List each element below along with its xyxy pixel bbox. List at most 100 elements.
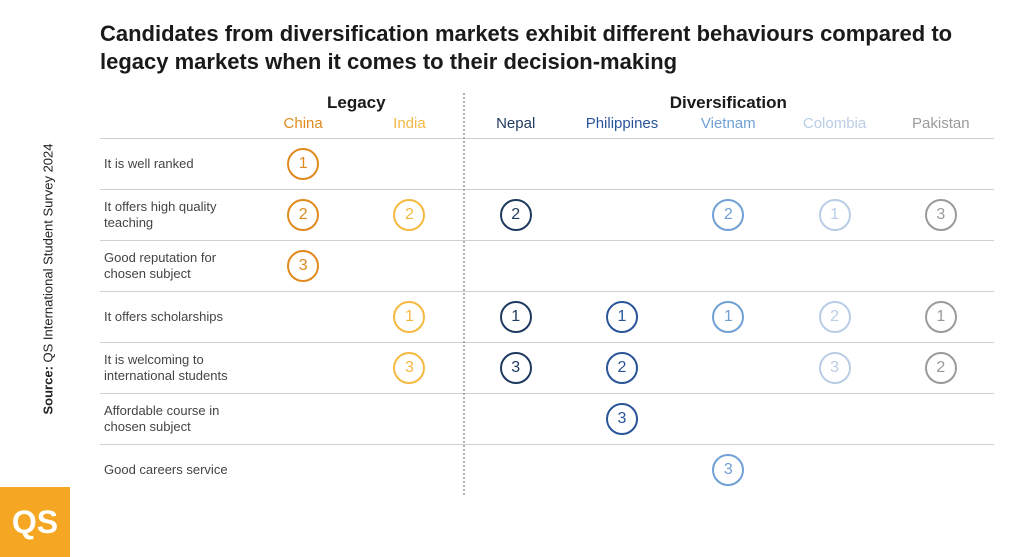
table-cell: 2 (463, 190, 569, 240)
table-row: It is welcoming to international student… (100, 342, 994, 393)
table-cell (781, 445, 887, 495)
row-label: It offers high quality teaching (100, 193, 250, 236)
table-cell (463, 445, 569, 495)
table-cell (675, 241, 781, 291)
rank-badge: 2 (712, 199, 744, 231)
table-cell (888, 139, 994, 189)
table-cell (356, 394, 462, 444)
rank-badge: 1 (606, 301, 638, 333)
table-row: Affordable course in chosen subject 3 (100, 393, 994, 444)
main-content: Candidates from diversification markets … (100, 20, 994, 495)
table-cell (250, 292, 356, 342)
table-cell: 1 (356, 292, 462, 342)
table-cell (250, 343, 356, 393)
country-label: Nepal (463, 115, 569, 138)
rank-badge: 2 (287, 199, 319, 231)
country-label: Philippines (569, 115, 675, 138)
table-cell: 1 (781, 190, 887, 240)
table-cell (250, 394, 356, 444)
row-label: It offers scholarships (100, 303, 250, 331)
rank-badge: 1 (819, 199, 851, 231)
table-cell: 3 (250, 241, 356, 291)
table-row: It offers high quality teaching 2 2 2 2 1 3 (100, 189, 994, 240)
rank-badge: 2 (819, 301, 851, 333)
table-row: Good reputation for chosen subject 3 (100, 240, 994, 291)
rank-badge: 3 (712, 454, 744, 486)
rank-badge: 1 (393, 301, 425, 333)
table-cell (781, 241, 887, 291)
table-cell (675, 139, 781, 189)
qs-logo: QS (0, 487, 70, 557)
group-divider (463, 93, 465, 495)
rank-badge: 2 (925, 352, 957, 384)
rank-badge: 1 (712, 301, 744, 333)
table-cell: 2 (781, 292, 887, 342)
rank-badge: 3 (287, 250, 319, 282)
rank-badge: 2 (500, 199, 532, 231)
country-label: Colombia (781, 115, 887, 138)
table-cell (250, 445, 356, 495)
table-cell (781, 394, 887, 444)
table-cell (675, 394, 781, 444)
table-cell: 2 (675, 190, 781, 240)
table-cell: 3 (888, 190, 994, 240)
rank-badge: 1 (500, 301, 532, 333)
table-cell: 3 (675, 445, 781, 495)
table-cell (888, 241, 994, 291)
table-cell (569, 445, 675, 495)
table-cell (569, 241, 675, 291)
table-row: It is well ranked 1 (100, 138, 994, 189)
table-cell: 1 (675, 292, 781, 342)
group-header-row: LegacyDiversification (100, 93, 994, 115)
table-cell (888, 445, 994, 495)
table-cell (463, 139, 569, 189)
rank-badge: 2 (393, 199, 425, 231)
source-text: QS International Student Survey 2024 (41, 143, 56, 362)
rank-badge: 3 (393, 352, 425, 384)
rank-badge: 1 (287, 148, 319, 180)
row-label: It is well ranked (100, 150, 250, 178)
rank-badge: 2 (606, 352, 638, 384)
table-cell: 1 (569, 292, 675, 342)
table-cell: 3 (569, 394, 675, 444)
table-cell (356, 139, 462, 189)
table-row: Good careers service 3 (100, 444, 994, 495)
table-cell (356, 445, 462, 495)
table-cell (463, 394, 569, 444)
row-label: Affordable course in chosen subject (100, 397, 250, 440)
source-citation: Source: QS International Student Survey … (41, 129, 56, 429)
chart-title: Candidates from diversification markets … (100, 20, 994, 75)
rank-badge: 3 (500, 352, 532, 384)
country-label: Pakistan (888, 115, 994, 138)
table-cell: 3 (356, 343, 462, 393)
table-cell (569, 190, 675, 240)
rank-badge: 3 (819, 352, 851, 384)
table-cell (675, 343, 781, 393)
group-label: Legacy (250, 93, 463, 115)
table-cell (888, 394, 994, 444)
rank-badge: 1 (925, 301, 957, 333)
table-cell: 3 (463, 343, 569, 393)
group-label: Diversification (463, 93, 994, 115)
row-label: It is welcoming to international student… (100, 346, 250, 389)
table-cell (356, 241, 462, 291)
source-prefix: Source: (41, 362, 56, 414)
table-cell: 1 (250, 139, 356, 189)
table-cell: 2 (250, 190, 356, 240)
country-label: India (356, 115, 462, 138)
table-cell (781, 139, 887, 189)
table-cell (569, 139, 675, 189)
ranking-table: LegacyDiversificationChinaIndiaNepalPhil… (100, 93, 994, 495)
table-cell: 1 (463, 292, 569, 342)
row-label: Good careers service (100, 456, 250, 484)
country-label: Vietnam (675, 115, 781, 138)
table-cell: 2 (356, 190, 462, 240)
row-label: Good reputation for chosen subject (100, 244, 250, 287)
table-cell: 1 (888, 292, 994, 342)
table-cell (463, 241, 569, 291)
table-cell: 3 (781, 343, 887, 393)
rank-badge: 3 (606, 403, 638, 435)
country-header-row: ChinaIndiaNepalPhilippinesVietnamColombi… (100, 115, 994, 138)
table-row: It offers scholarships 1 1 1 1 2 1 (100, 291, 994, 342)
country-label: China (250, 115, 356, 138)
